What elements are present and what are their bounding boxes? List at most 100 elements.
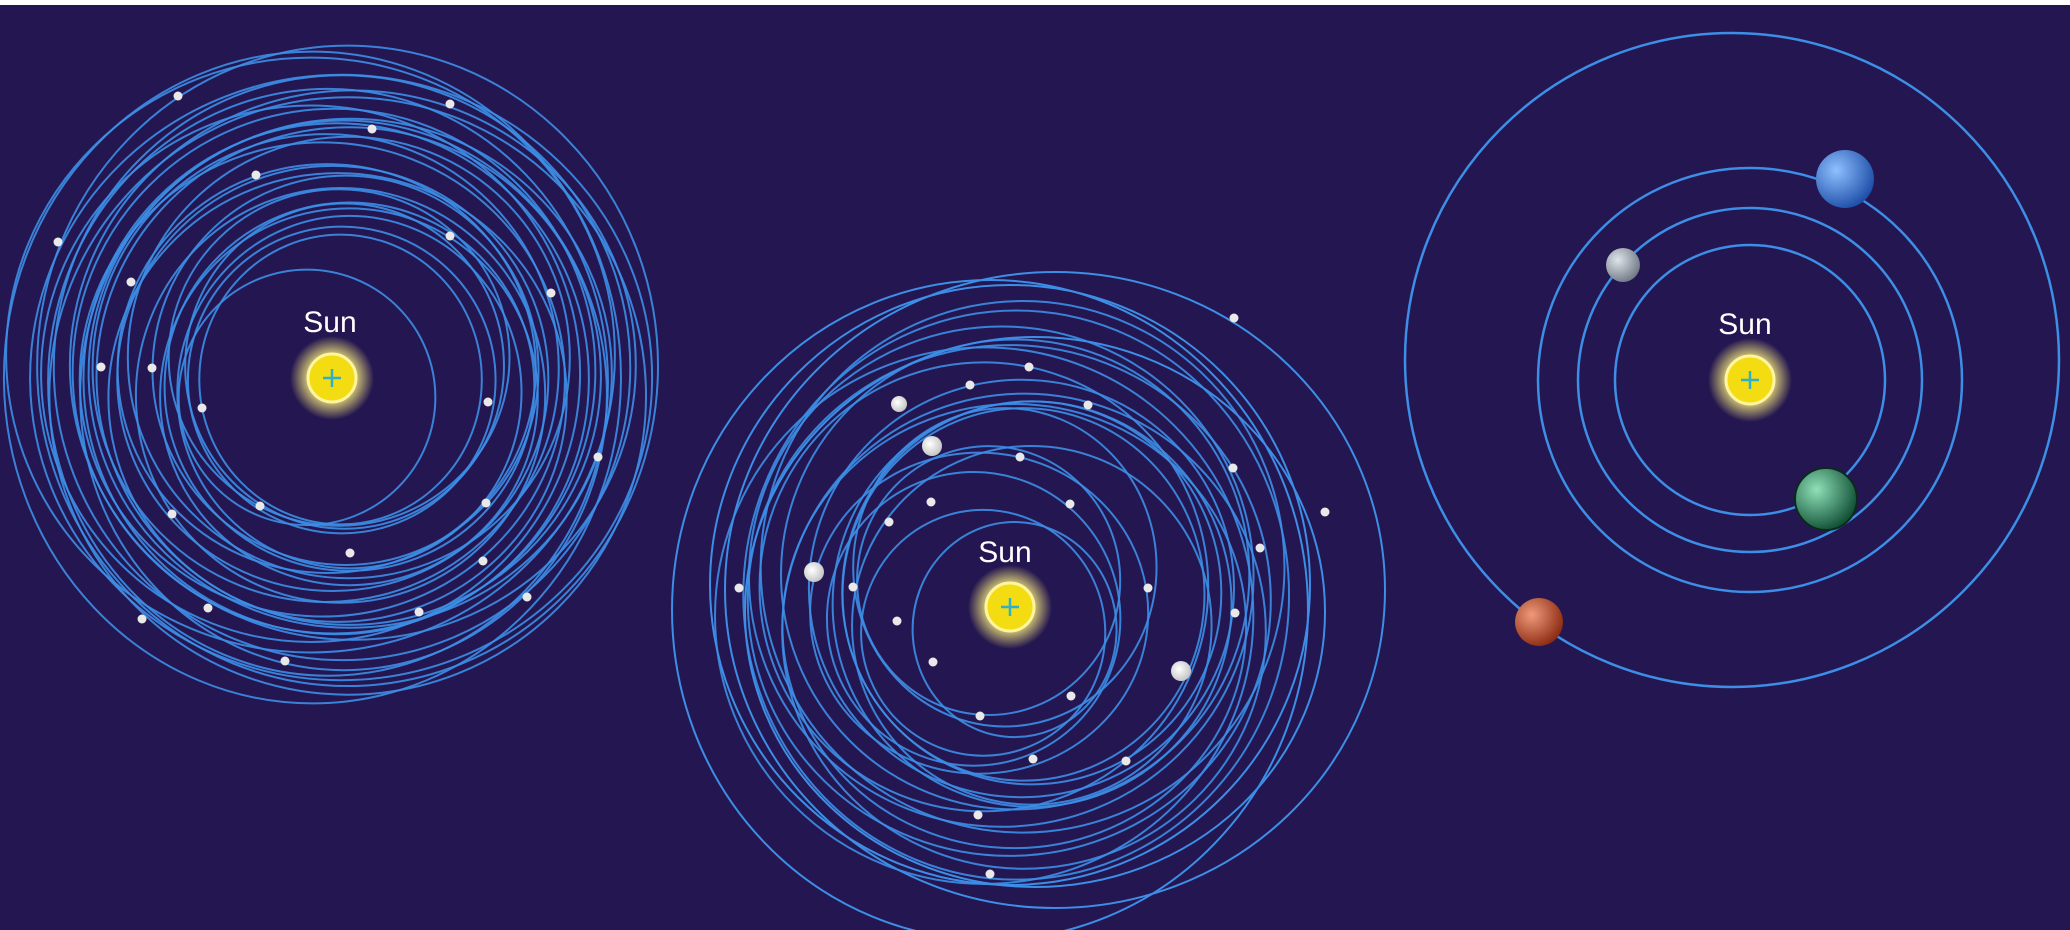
orbit-3 [1536,166,1964,594]
panel-protoplanet-collisions: Sun [671,271,1386,930]
sun-label: Sun [303,306,356,339]
planetesimal [173,91,183,101]
planetesimal [280,656,290,666]
planetesimal [483,397,493,407]
orbit-group-1 [2,44,660,705]
planetesimal [922,436,942,456]
orbit-ring [758,361,1210,813]
sun-1 [290,336,374,420]
orbit-ring [746,344,1272,857]
planetesimal [345,548,355,558]
orbit-ring [186,225,497,535]
orbit-ring [744,336,1326,888]
planetesimal [137,614,147,624]
planetesimal [892,616,902,626]
planetesimal [167,509,177,519]
orbit-ring [29,73,654,682]
orbit-ring [116,164,550,592]
planetesimal [367,124,377,134]
panel-planetesimal-swarm: Sun [2,44,660,705]
planetesimal [975,711,985,721]
planetesimal [478,556,488,566]
sun-center-cross-icon [1741,371,1759,389]
planetesimal [891,396,907,412]
planet-red-icon [1515,598,1563,646]
planetesimal-group-2 [734,313,1330,879]
planetesimal [96,362,106,372]
orbit-ring [134,187,547,604]
planet-grey-icon [1606,248,1640,282]
sun-label: Sun [978,536,1031,569]
orbit-group-3 [1403,31,2061,689]
planetesimal [973,810,983,820]
orbit-ring [781,392,1267,870]
panel-final-planetary-system: Sun [1403,31,2061,689]
planetesimal [53,237,63,247]
planetesimal [445,231,455,241]
planetesimal [1255,543,1265,553]
planetesimal [884,517,894,527]
planetesimal [251,170,261,180]
orbit-ring [47,87,609,677]
orbit-ring [198,233,483,526]
background [0,5,2070,930]
orbit-ring [95,126,602,626]
orbit-ring [860,508,1107,757]
planetesimal [734,583,744,593]
orbit-2 [1576,206,1924,554]
planetesimal [1143,583,1153,593]
planetesimal [1320,507,1330,517]
planetesimal [255,501,265,511]
orbit-ring [126,135,571,580]
planetesimal [985,869,995,879]
planetesimal [414,607,424,617]
orbit-ring [759,300,1286,834]
planetesimal [593,452,603,462]
sun-3 [1708,338,1792,422]
orbit-ring [91,133,560,603]
sun-center-cross-icon [1001,598,1019,616]
orbit-group-2 [671,271,1386,930]
planetesimal [1229,313,1239,323]
orbit-ring [825,471,1122,767]
orbit-ring [159,207,539,587]
planetesimal [1028,754,1038,764]
sun-2 [968,565,1052,649]
orbit-ring [5,56,616,654]
orbit-ring [807,378,1235,799]
planetesimal [1066,691,1076,701]
orbit-ring [36,44,660,688]
planetesimal [926,497,936,507]
planetesimal [203,603,213,613]
orbit-ring [167,188,511,527]
planetesimal [147,363,157,373]
planetesimal [197,403,207,413]
planet-blue-icon [1816,150,1874,208]
planetesimal [1065,499,1075,509]
planetesimal [965,380,975,390]
planetesimal [1171,661,1191,681]
orbit-ring [742,309,1291,881]
orbit-ring [724,271,1386,909]
planetesimal [804,562,824,582]
sun-label: Sun [1718,308,1771,341]
planetesimal [1230,608,1240,618]
planetesimal [1121,756,1131,766]
planetesimal [928,657,938,667]
orbit-ring [2,50,622,705]
orbit-ring [851,444,1213,806]
planet-green-icon [1794,467,1858,531]
planetesimal [1015,452,1025,462]
orbit-ring [852,407,1158,728]
planetesimal [481,498,491,508]
orbit-4 [1403,31,2061,689]
planetesimal [445,99,455,109]
orbit-1 [1613,243,1887,517]
planetesimal-group-1 [53,91,603,666]
planetesimal [126,277,136,287]
planetesimal [1083,400,1093,410]
orbit-ring [48,96,648,696]
planetesimal [522,592,532,602]
planetesimal [848,582,858,592]
